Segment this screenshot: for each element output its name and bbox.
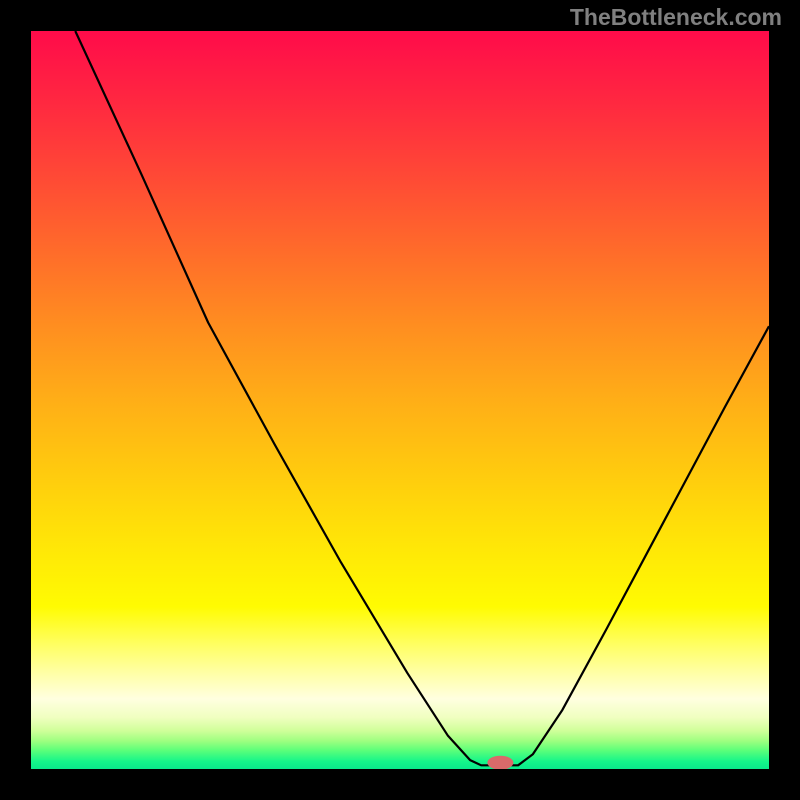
watermark-text: TheBottleneck.com: [570, 4, 782, 31]
chart-container: TheBottleneck.com: [0, 0, 800, 800]
gradient-background: [31, 31, 769, 769]
chart-svg: [31, 31, 769, 769]
plot-area: [31, 31, 769, 769]
